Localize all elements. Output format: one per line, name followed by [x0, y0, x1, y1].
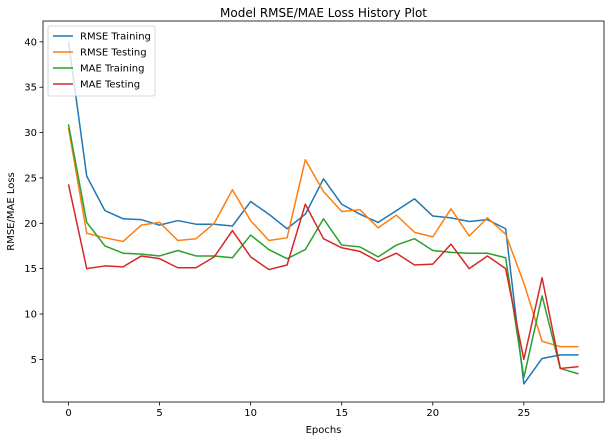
legend-label: MAE Testing: [80, 80, 140, 91]
x-tick-label: 10: [244, 408, 257, 419]
series-line-rmse-testing: [67, 127, 579, 348]
chart-title: Model RMSE/MAE Loss History Plot: [220, 6, 427, 20]
y-tick-label: 30: [24, 128, 37, 139]
legend-label: MAE Training: [80, 64, 144, 75]
series-line-mae-training: [67, 124, 579, 379]
plot-area: [67, 41, 579, 385]
y-tick-label: 35: [24, 83, 37, 94]
x-axis-label: Epochs: [306, 425, 342, 436]
legend: RMSE Training RMSE Testing MAE Training MAE…: [47, 25, 156, 97]
x-tick-label: 15: [335, 408, 348, 419]
x-axis: 0 5 10 15 20 25: [65, 402, 530, 419]
plot-frame: [42, 20, 605, 403]
legend-label: RMSE Training: [80, 32, 151, 43]
y-tick-label: 20: [24, 219, 37, 230]
y-tick-label: 5: [31, 355, 37, 366]
y-tick-label: 40: [24, 37, 37, 48]
legend-box: [47, 25, 156, 97]
x-tick-label: 20: [426, 408, 439, 419]
y-axis-label: RMSE/MAE Loss: [6, 172, 17, 251]
y-tick-label: 10: [24, 310, 37, 321]
x-tick-label: 5: [156, 408, 162, 419]
series-line-mae-testing: [67, 184, 579, 370]
y-tick-label: 25: [24, 173, 37, 184]
x-tick-label: 25: [517, 408, 530, 419]
x-tick-label: 0: [65, 408, 71, 419]
legend-label: RMSE Testing: [80, 48, 147, 59]
y-tick-label: 15: [24, 264, 37, 275]
y-axis: 5 10 15 20 25 30 35 40: [24, 37, 43, 366]
